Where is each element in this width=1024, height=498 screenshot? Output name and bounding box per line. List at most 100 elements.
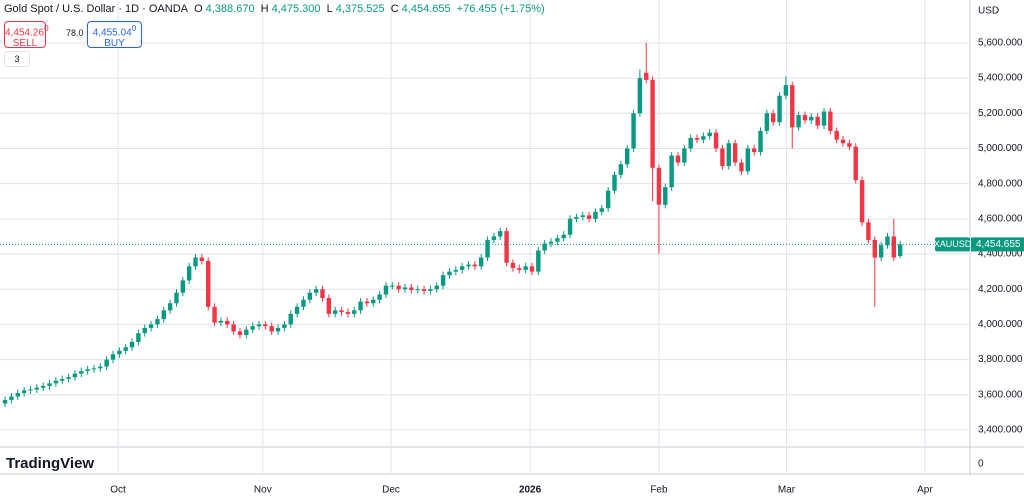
candle-body bbox=[771, 113, 776, 123]
candle-body bbox=[339, 310, 344, 313]
candle-body bbox=[453, 269, 458, 272]
x-tick-label: 2026 bbox=[519, 485, 542, 496]
candle-body bbox=[624, 148, 630, 165]
candle-body bbox=[758, 130, 763, 152]
candle-body bbox=[466, 264, 471, 267]
candle-body bbox=[428, 289, 433, 291]
candle-body bbox=[104, 359, 109, 367]
candle-body bbox=[720, 148, 725, 167]
candle-body bbox=[504, 231, 509, 263]
y-tick-label: 4,000.000 bbox=[978, 319, 1023, 330]
candle-body bbox=[225, 320, 230, 325]
last-price-bg bbox=[971, 237, 1024, 252]
volume-tick-label: 0 bbox=[978, 459, 984, 470]
candle-body bbox=[802, 115, 808, 121]
candle-body bbox=[669, 155, 674, 188]
x-tick-label: Apr bbox=[917, 485, 933, 496]
candle-body bbox=[688, 137, 693, 149]
candle-body bbox=[193, 257, 198, 267]
candle-body bbox=[739, 162, 744, 172]
indicators-toggle[interactable]: 3 bbox=[4, 51, 30, 67]
y-tick-label: 5,000.000 bbox=[978, 143, 1023, 154]
candle-body bbox=[396, 285, 401, 290]
candle-body bbox=[745, 148, 751, 172]
candle-body bbox=[618, 164, 624, 175]
y-tick-label: 5,200.000 bbox=[978, 108, 1023, 119]
candle-body bbox=[644, 72, 649, 80]
y-tick-label: 4,400.000 bbox=[978, 249, 1023, 260]
spread: 78.0 bbox=[66, 28, 84, 38]
candle-body bbox=[586, 215, 592, 219]
candle-body bbox=[542, 243, 547, 251]
buy-label: BUY bbox=[104, 38, 125, 50]
currency-label: USD bbox=[978, 6, 999, 17]
candle-body bbox=[498, 231, 503, 237]
candle-body bbox=[732, 143, 738, 163]
candle-body bbox=[123, 347, 128, 351]
candle-body bbox=[447, 271, 452, 276]
x-tick-label: Nov bbox=[254, 485, 272, 496]
candle-body bbox=[383, 285, 389, 295]
candle-body bbox=[21, 390, 27, 393]
y-tick-label: 4,600.000 bbox=[978, 213, 1023, 224]
candle-body bbox=[834, 130, 839, 140]
buy-price: 4,455.04 bbox=[92, 27, 132, 39]
candle-body bbox=[98, 366, 103, 369]
candle-body bbox=[301, 299, 306, 307]
candle-body bbox=[364, 301, 370, 304]
candle-body bbox=[529, 266, 535, 272]
candle-body bbox=[79, 371, 84, 374]
buy-button[interactable]: 4,455.040 BUY bbox=[87, 21, 142, 50]
candle-body bbox=[561, 234, 566, 239]
candle-body bbox=[345, 312, 351, 314]
candle-body bbox=[555, 238, 560, 242]
candle-body bbox=[872, 239, 877, 258]
candle-body bbox=[656, 167, 662, 205]
y-tick-label: 3,600.000 bbox=[978, 389, 1023, 400]
sell-label: SELL bbox=[12, 38, 38, 50]
change: +76.455 (+1.75%) bbox=[456, 3, 545, 15]
sell-button[interactable]: 4,454.260 SELL bbox=[4, 21, 49, 50]
candle-body bbox=[567, 218, 573, 235]
candle-body bbox=[415, 289, 420, 291]
open-key: O bbox=[194, 3, 203, 15]
candle-body bbox=[790, 85, 795, 128]
candle-body bbox=[809, 116, 814, 121]
candle-body bbox=[510, 262, 516, 269]
candle-body bbox=[263, 324, 268, 327]
candle-body bbox=[536, 250, 541, 272]
candle-body bbox=[47, 383, 52, 386]
candle-body bbox=[751, 148, 757, 152]
candle-body bbox=[352, 310, 357, 314]
candle-body bbox=[815, 116, 820, 126]
candle-body bbox=[777, 95, 782, 123]
candle-body bbox=[72, 373, 78, 378]
candle-body bbox=[828, 111, 833, 131]
candle-body bbox=[129, 341, 135, 348]
candle-body bbox=[237, 331, 243, 335]
candle-body bbox=[612, 174, 617, 191]
candle-body bbox=[764, 113, 770, 131]
candle-body bbox=[434, 285, 439, 290]
candle-body bbox=[161, 310, 166, 320]
candle-body bbox=[313, 289, 319, 293]
candle-body bbox=[459, 266, 465, 270]
high-value: 4,475.300 bbox=[271, 3, 321, 15]
y-tick-label: 5,600.000 bbox=[978, 38, 1023, 49]
close-key: C bbox=[390, 3, 399, 15]
candle-body bbox=[440, 275, 446, 286]
candle-body bbox=[40, 385, 46, 388]
candle-body bbox=[167, 303, 173, 311]
candle-body bbox=[694, 137, 700, 140]
candle-body bbox=[878, 245, 884, 258]
candle-body bbox=[136, 333, 141, 342]
candle-body bbox=[593, 211, 598, 219]
low-key: L bbox=[326, 3, 333, 15]
candle-body bbox=[517, 268, 522, 270]
candle-body bbox=[294, 306, 300, 314]
candle-body bbox=[320, 289, 325, 298]
candle-body bbox=[199, 257, 205, 262]
candle-body bbox=[358, 301, 363, 311]
x-tick-label: Feb bbox=[650, 485, 668, 496]
candle-body bbox=[682, 148, 687, 163]
